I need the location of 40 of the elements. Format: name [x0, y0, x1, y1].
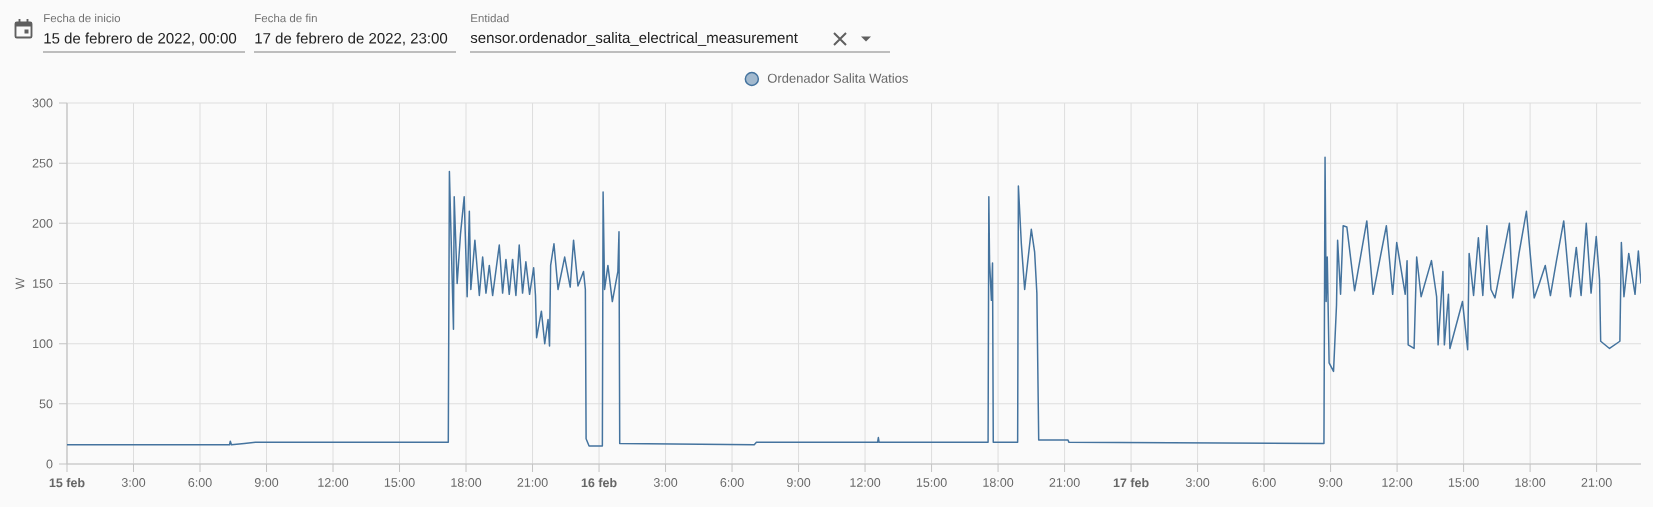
x-tick-label: 3:00 — [121, 478, 146, 487]
x-tick-label: 18:00 — [1515, 478, 1546, 487]
x-tick-label: 12:00 — [1382, 478, 1413, 487]
y-tick-label: 0 — [46, 459, 53, 469]
text: 15 de febrero de 2022, 00:00 — [44, 32, 237, 46]
x-tick-label: 9:00 — [1319, 478, 1343, 487]
x-tick-label: 9:00 — [786, 478, 811, 487]
y-tick-label: 150 — [33, 279, 53, 288]
x-tick-label: 15:00 — [384, 478, 415, 487]
text: Fecha de inicio — [44, 13, 121, 23]
x-tick-label: 18:00 — [983, 478, 1014, 487]
x-tick-label: 21:00 — [1049, 478, 1080, 487]
x-tick-label: 3:00 — [1185, 478, 1210, 487]
text: Fecha de fin — [255, 13, 317, 23]
x-tick-label: 21:00 — [517, 478, 548, 487]
x-tick-label: 9:00 — [254, 478, 279, 487]
y-tick-label: 100 — [33, 339, 53, 349]
y-tick-label: 300 — [32, 98, 53, 108]
y-tick-label: 50 — [39, 399, 53, 409]
x-tick-label: 3:00 — [653, 478, 678, 487]
text: sensor.ordenador_salita_electrical_measurement — [470, 32, 798, 46]
x-tick-label: 15:00 — [916, 478, 947, 487]
y-tick-label: 250 — [32, 158, 53, 168]
x-tick-label: 12:00 — [318, 478, 349, 487]
x-tick-label: 18:00 — [451, 478, 482, 487]
y-tick-label: 200 — [32, 218, 53, 228]
text: 17 de febrero de 2022, 23:00 — [255, 32, 448, 46]
x-tick-label: 15:00 — [1448, 478, 1479, 487]
x-tick-label: 17 feb — [1113, 478, 1149, 488]
text: Entidad — [471, 13, 509, 23]
x-tick-label: 6:00 — [188, 478, 212, 487]
x-tick-label: 16 feb — [581, 478, 617, 488]
x-tick-label: 6:00 — [720, 478, 744, 487]
y-axis-title: W — [15, 277, 25, 290]
x-tick-label: 21:00 — [1581, 478, 1612, 487]
x-tick-label: 12:00 — [850, 478, 881, 487]
x-tick-label: 15 feb — [49, 478, 85, 488]
x-tick-label: 6:00 — [1252, 478, 1276, 487]
legend-label: Ordenador Salita Watios — [767, 73, 908, 83]
line-series — [67, 156, 1641, 447]
